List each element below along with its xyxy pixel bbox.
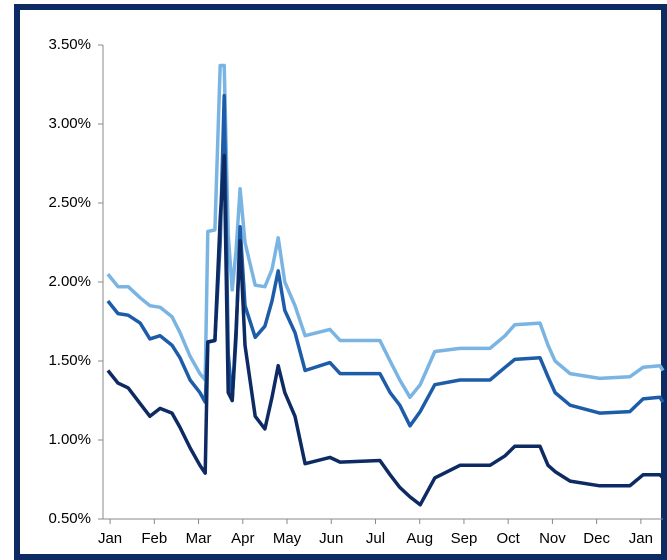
x-tick-label: Nov (539, 530, 566, 547)
y-tick-label: 0.50% (48, 510, 91, 527)
x-tick-label: Mar (186, 530, 212, 547)
x-tick-label: Jan (98, 530, 122, 547)
x-tick-label: Feb (141, 530, 167, 547)
series-line (106, 93, 665, 428)
x-tick-label: Jul (366, 530, 385, 547)
x-tick-label: Oct (497, 530, 521, 547)
y-tick-label: 1.50% (48, 352, 91, 369)
y-tick-label: 2.00% (48, 273, 91, 290)
plot-area: 0.50% 1.00% 1.50% 2.00% 2.50% 3.00% 3.50% Jan Fe… (48, 36, 665, 547)
x-tick-label: Aug (406, 530, 433, 547)
x-tick-label: Jan (629, 530, 653, 547)
series-line (106, 153, 665, 507)
x-tick-label: Jun (319, 530, 343, 547)
y-tick-label: 2.50% (48, 194, 91, 211)
y-tick-label: 1.00% (48, 431, 91, 448)
x-tick-label: Apr (231, 530, 254, 547)
x-tick-label: Dec (583, 530, 610, 547)
y-tick-label: 3.50% (48, 36, 91, 53)
x-tick-label: Sep (451, 530, 478, 547)
frame (14, 4, 667, 560)
series-line (106, 63, 665, 400)
y-tick-label: 3.00% (48, 115, 91, 132)
x-tick-label: May (273, 530, 302, 547)
